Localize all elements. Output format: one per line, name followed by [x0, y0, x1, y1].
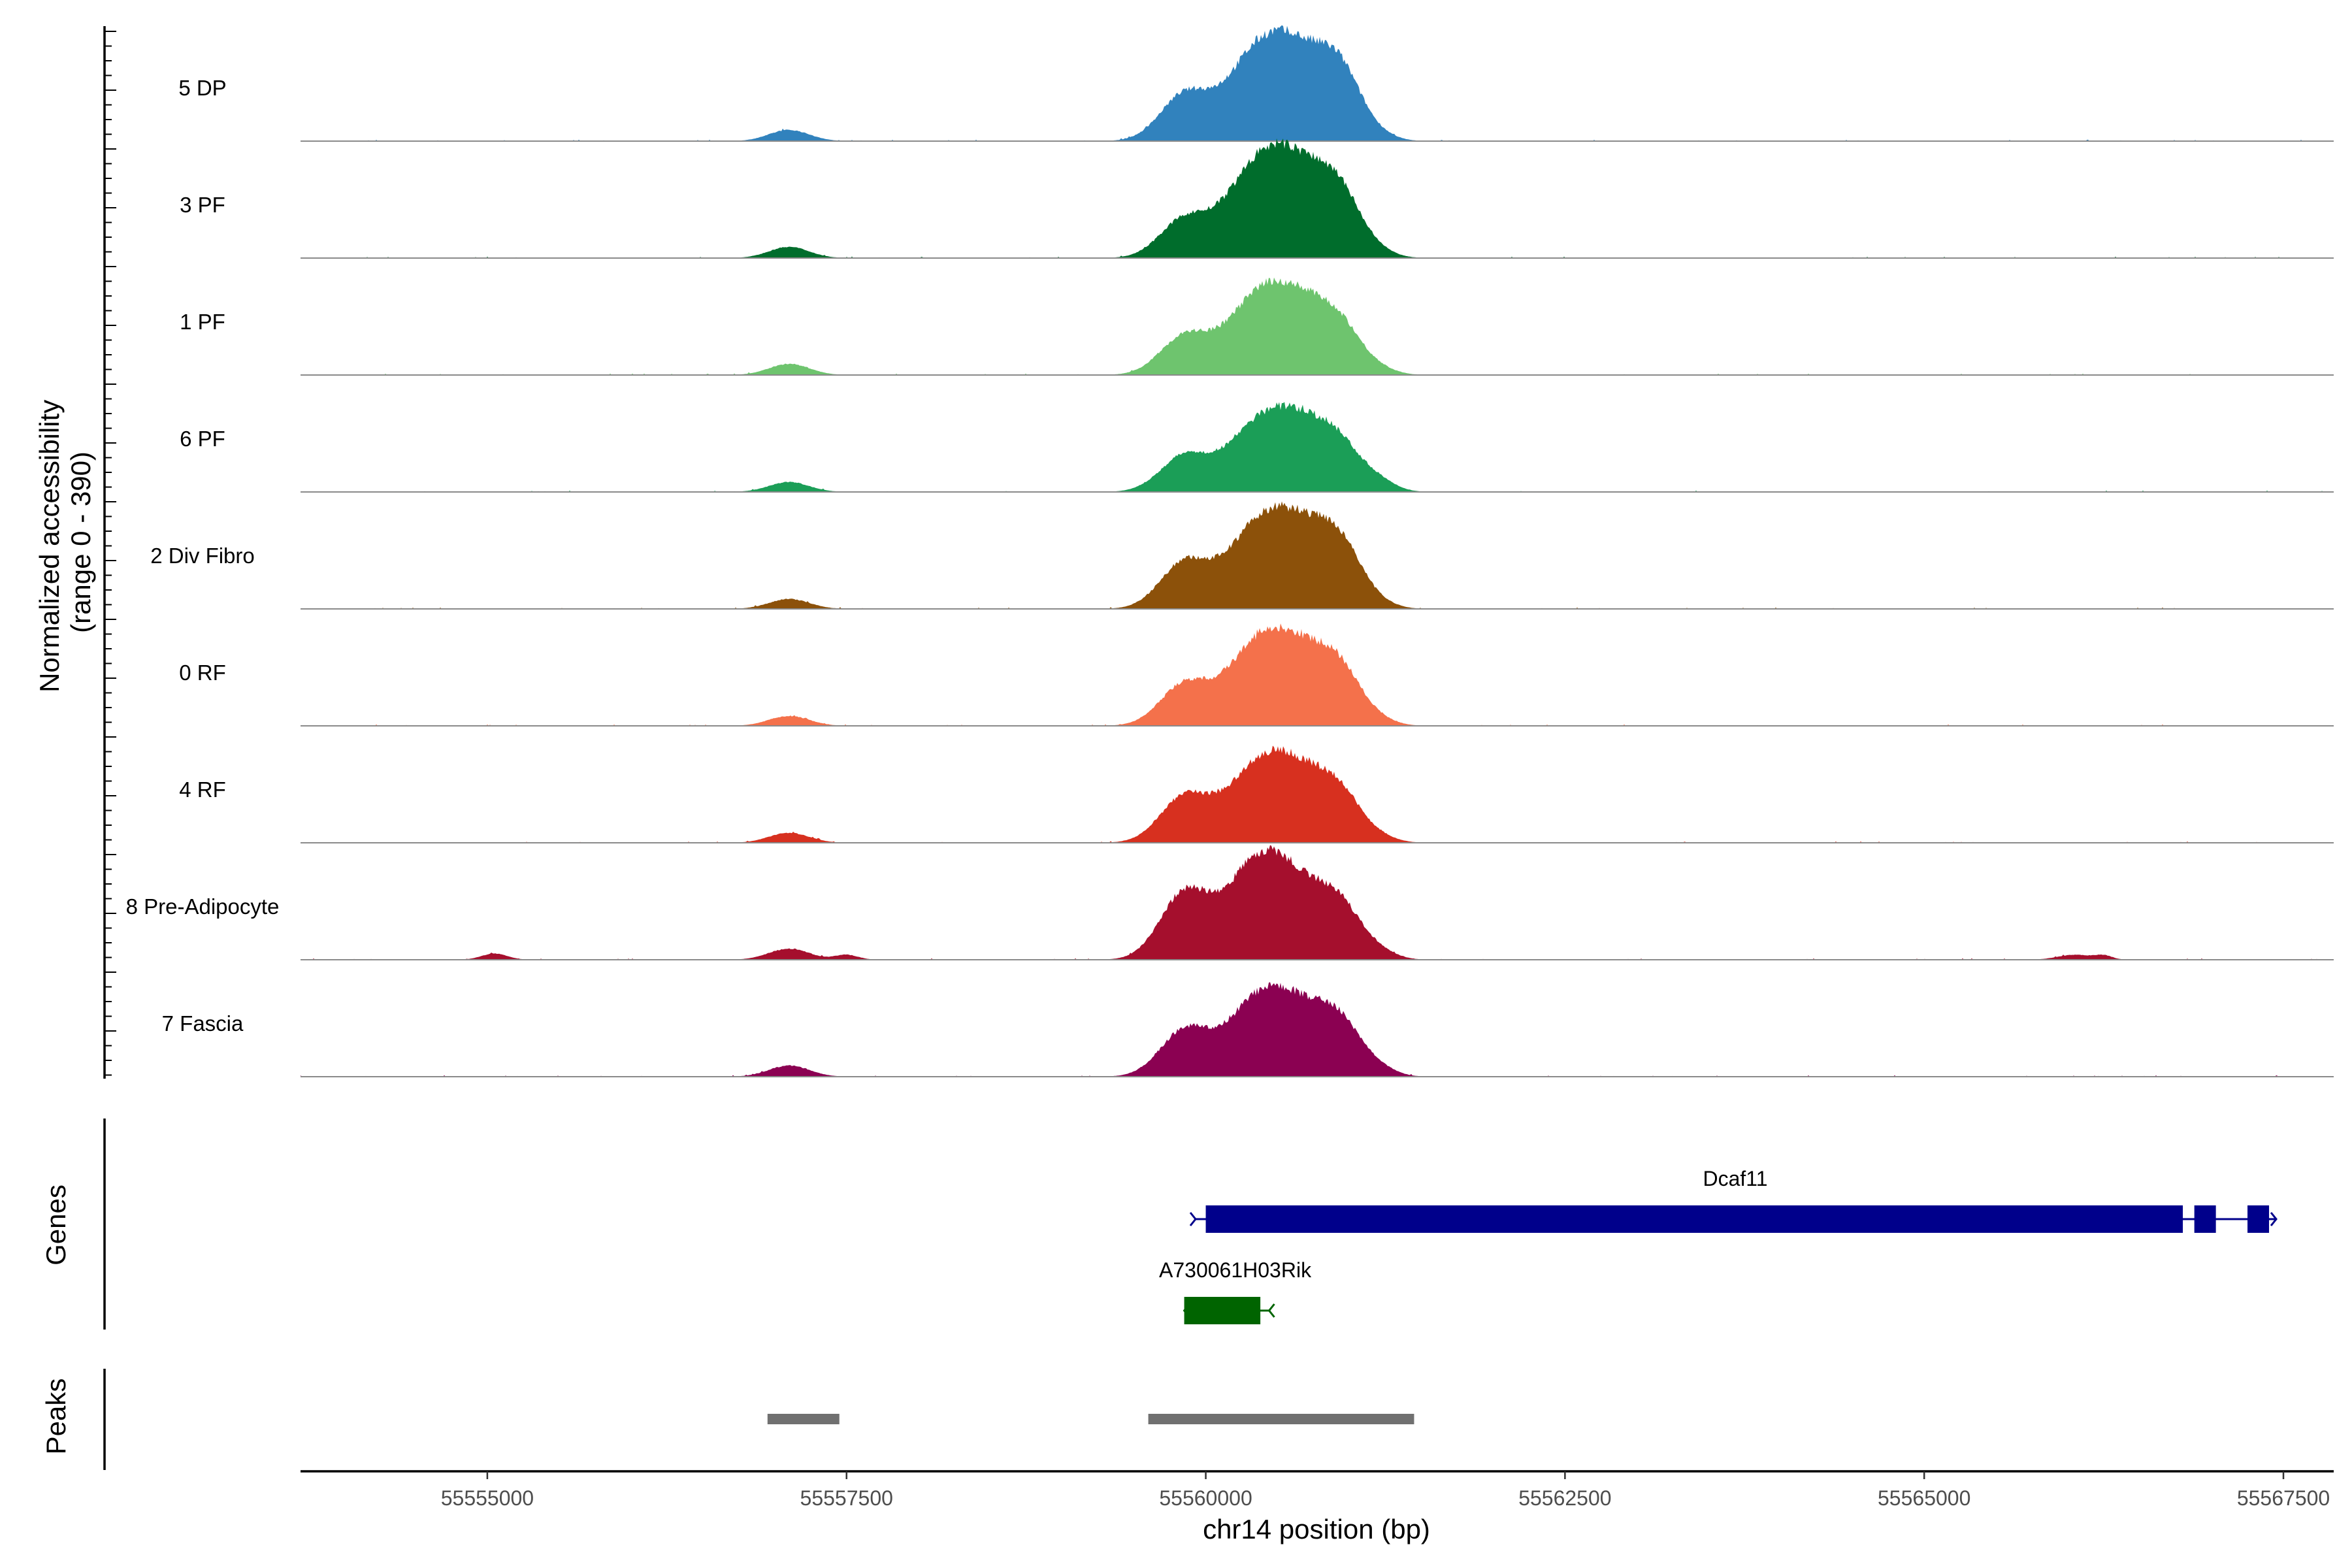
strand-arrow — [2270, 1212, 2278, 1226]
x-tick-label: 55565000 — [1878, 1486, 1970, 1510]
track-label: 4 RF — [179, 777, 226, 802]
y-axis-title-line2: (range 0 - 390) — [65, 451, 96, 633]
track-4-rf: 4 RF — [179, 745, 2334, 843]
gene-exon — [2247, 1205, 2270, 1233]
gene-a730061h03rik: A730061H03Rik — [1159, 1258, 1312, 1324]
x-ticks: 55555000 55557500 55560000 55562500 55565000… — [441, 1471, 2330, 1510]
track-3-pf: 3 PF — [180, 138, 2334, 259]
coverage-area — [301, 402, 2334, 492]
x-tick-label: 55555000 — [441, 1486, 534, 1510]
x-axis-title: chr14 position (bp) — [1203, 1514, 1430, 1544]
coverage-area — [301, 138, 2334, 258]
coverage-area — [301, 501, 2334, 609]
gene-label: A730061H03Rik — [1159, 1258, 1312, 1282]
track-2-div-fibro: 2 Div Fibro — [150, 501, 2334, 610]
track-7-fascia: 7 Fascia — [162, 982, 2334, 1077]
coverage-tracks: 5 DP 3 PF 1 PF 6 PF 2 Div Fibro 0 RF 4 RF 8 Pre… — [126, 25, 2334, 1077]
strand-arrow — [1189, 1212, 1197, 1226]
track-5-dp: 5 DP — [178, 25, 2334, 142]
track-label: 6 PF — [180, 427, 225, 451]
gene-track: Dcaf11 A730061H03Rik — [1159, 1167, 2278, 1324]
coverage-area — [301, 277, 2334, 375]
track-label: 7 Fascia — [162, 1011, 244, 1036]
gene-dcaf11: Dcaf11 — [1189, 1167, 2278, 1233]
x-tick-label: 55567500 — [2237, 1486, 2330, 1510]
track-8-pre-adipocyte: 8 Pre-Adipocyte — [126, 845, 2334, 960]
gene-exon — [1184, 1297, 1261, 1324]
track-label: 1 PF — [180, 310, 225, 334]
track-label: 2 Div Fibro — [150, 544, 255, 568]
track-label: 0 RF — [179, 661, 226, 685]
y-axis-title: Normalized accessibility (range 0 - 390) — [34, 392, 96, 693]
x-tick-label: 55560000 — [1159, 1486, 1252, 1510]
peak-region — [767, 1414, 840, 1424]
coverage-area — [301, 745, 2334, 843]
track-label: 8 Pre-Adipocyte — [126, 894, 280, 919]
track-label: 3 PF — [180, 193, 225, 217]
gene-exon — [2194, 1205, 2216, 1233]
coverage-area — [301, 845, 2334, 960]
x-tick-label: 55557500 — [800, 1486, 893, 1510]
track-6-pf: 6 PF — [180, 402, 2334, 493]
peaks-panel-label: Peaks — [41, 1379, 71, 1455]
strand-arrow — [1267, 1303, 1275, 1318]
gene-label: Dcaf11 — [1703, 1167, 1767, 1190]
strand-arrow — [1183, 1303, 1190, 1318]
x-tick-label: 55562500 — [1518, 1486, 1611, 1510]
genes-panel-label: Genes — [41, 1184, 71, 1266]
peak-track — [767, 1414, 1414, 1424]
coverage-area — [301, 982, 2334, 1077]
coverage-y-ticks — [105, 31, 116, 1076]
y-axis-title-line1: Normalized accessibility — [34, 400, 65, 693]
track-label: 5 DP — [178, 76, 226, 100]
track-1-pf: 1 PF — [180, 277, 2334, 376]
coverage-area — [301, 25, 2334, 141]
track-0-rf: 0 RF — [179, 623, 2334, 727]
gene-exon — [1205, 1205, 2183, 1233]
coverage-area — [301, 623, 2334, 726]
peak-region — [1148, 1414, 1414, 1424]
